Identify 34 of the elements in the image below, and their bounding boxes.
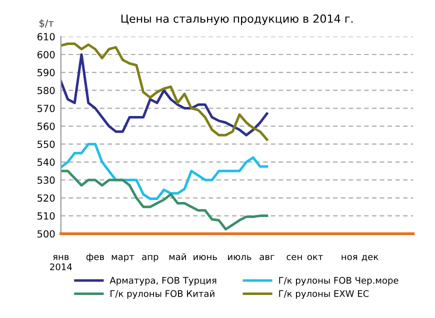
y-tick-label: 520 (38, 194, 55, 202)
y-tick-label: 510 (38, 212, 55, 220)
x-tick-label: сен (286, 254, 302, 260)
x-tick-label: ноя (342, 254, 358, 260)
line-series (60, 142, 268, 200)
x-tick-label: апр (142, 254, 158, 262)
y-tick-label: 610 (37, 33, 55, 40)
x-tick-label: фев (86, 253, 104, 262)
legend-label: Г/к рулоны EXW EC (279, 290, 369, 299)
x-tick-label: янв 2014 (50, 255, 72, 270)
y-tick-label: 560 (38, 122, 55, 130)
chart-title: Цены на стальную продукцию в 2014 г. (121, 14, 353, 25)
x-tick-label: март (112, 254, 134, 262)
y-tick-label: 580 (38, 86, 55, 94)
legend-label: Арматура, FOB Турция (110, 276, 216, 286)
x-tick-label: дек (362, 254, 378, 262)
x-tick-label: июнь (194, 254, 217, 260)
y-tick-label: 550 (38, 140, 55, 148)
line-series (60, 42, 268, 141)
y-axis-title: $/т (40, 19, 54, 28)
y-tick-label: 540 (38, 158, 55, 166)
y-tick-label: 530 (38, 176, 55, 184)
line-series (60, 53, 268, 136)
legend-label: Г/к рулоны FOB Китай (110, 290, 214, 299)
y-tick-label: 570 (38, 104, 55, 112)
line-series (60, 170, 268, 230)
x-tick-label: май (169, 253, 186, 260)
x-tick-label: окт (307, 254, 323, 260)
y-tick-label: 600 (37, 50, 55, 58)
y-tick-label: 500 (38, 230, 55, 238)
legend-label: Г/к рулоны FOB Чер.море (279, 276, 398, 286)
y-tick-label: 590 (38, 68, 55, 76)
x-tick-label: авг (260, 254, 274, 260)
x-tick-label: июль (228, 254, 252, 260)
